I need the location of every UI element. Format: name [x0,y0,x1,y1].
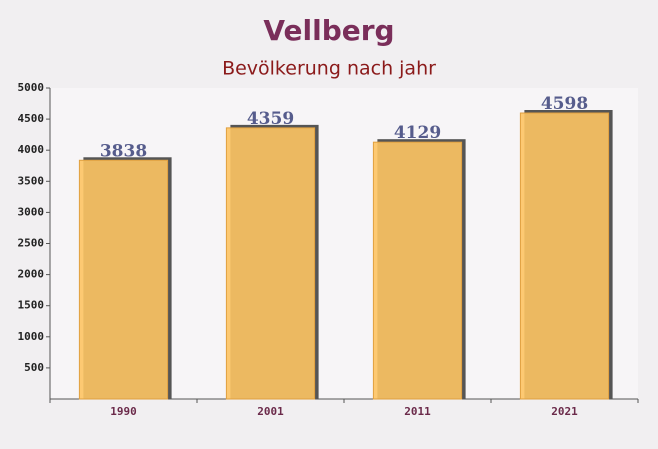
bar [78,159,169,400]
value-label: 4129 [394,123,441,143]
y-tick-label: 1000 [18,330,45,343]
y-tick-label: 5000 [18,81,45,94]
chart-title: Vellberg [263,14,394,47]
value-label: 3838 [100,141,147,161]
y-tick-label: 1500 [18,299,45,312]
y-tick-label: 500 [24,361,44,374]
y-tick-label: 3000 [18,205,45,218]
y-tick-label: 2000 [18,268,45,281]
value-label: 4359 [247,109,294,129]
bar [372,141,463,400]
chart-subtitle: Bevölkerung nach jahr [222,58,436,80]
x-tick-label: 1990 [110,405,137,418]
y-tick-label: 4000 [18,143,45,156]
y-tick-label: 2500 [18,237,45,250]
y-tick-label: 3500 [18,174,45,187]
x-tick-label: 2011 [404,405,431,418]
value-label: 4598 [541,94,588,114]
bar [225,127,316,400]
bar [519,112,610,400]
y-tick-label: 4500 [18,112,45,125]
x-tick-label: 2021 [551,405,578,418]
x-tick-label: 2001 [257,405,284,418]
